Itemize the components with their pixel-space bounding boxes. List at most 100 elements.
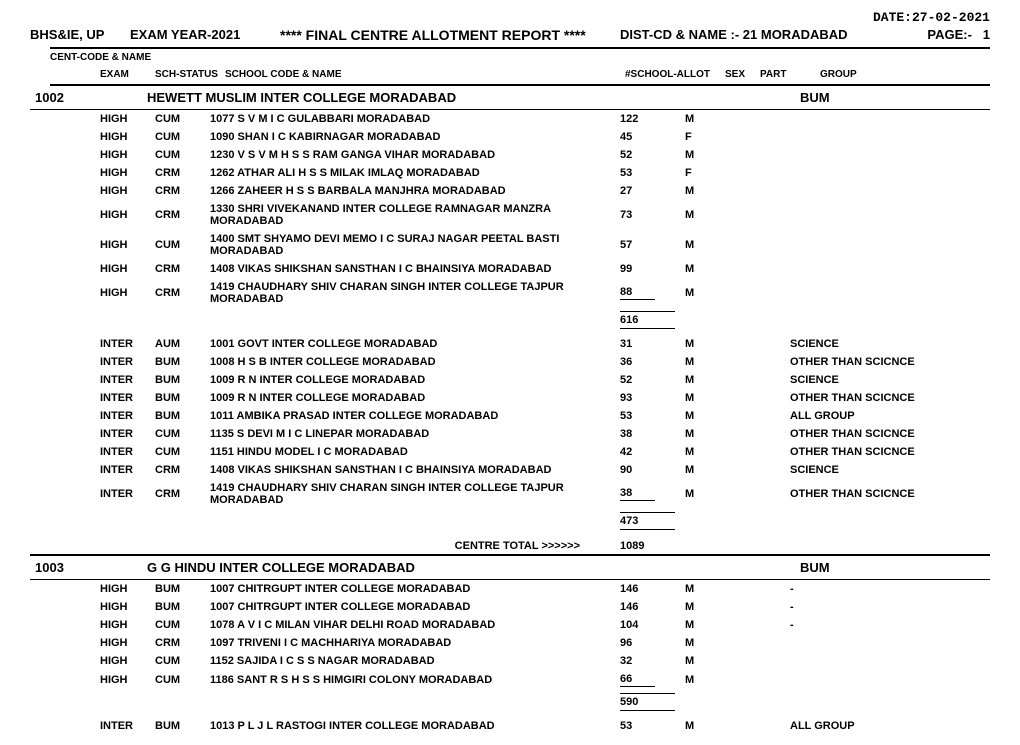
cell-school: 1007 CHITRGUPT INTER COLLEGE MORADABAD [210,583,620,595]
cell-sex: M [685,720,720,732]
cell-allot: 104 [620,619,675,631]
cell-sex: M [685,488,720,500]
cell-sex: M [685,113,720,125]
cell-exam: HIGH [100,263,155,275]
cell-status: BUM [155,410,210,422]
cell-sex: M [685,446,720,458]
cell-allot: 93 [620,392,675,404]
cell-status: BUM [155,720,210,732]
col-part: PART [760,69,800,80]
cell-exam: HIGH [100,287,155,299]
cell-allot: 31 [620,338,675,350]
cell-status: BUM [155,392,210,404]
table-row: INTERBUM1009 R N INTER COLLEGE MORADABAD… [30,371,990,389]
table-row: INTERAUM1001 GOVT INTER COLLEGE MORADABA… [30,335,990,353]
cell-exam: HIGH [100,131,155,143]
cell-group: - [790,601,970,613]
col-group: GROUP [820,69,990,80]
table-row: HIGHCUM1400 SMT SHYAMO DEVI MEMO I C SUR… [30,230,990,260]
cell-exam: HIGH [100,674,155,686]
cell-status: CRM [155,464,210,476]
cell-sex: F [685,167,720,179]
table-row: INTERBUM1011 AMBIKA PRASAD INTER COLLEGE… [30,407,990,425]
cell-school: 1078 A V I C MILAN VIHAR DELHI ROAD MORA… [210,619,620,631]
cell-sex: M [685,583,720,595]
report-date: DATE:27-02-2021 [30,10,990,25]
cell-status: CRM [155,167,210,179]
cell-group: OTHER THAN SCICNCE [790,446,970,458]
cell-status: CUM [155,446,210,458]
cell-school: 1186 SANT R S H S S HIMGIRI COLONY MORAD… [210,674,620,686]
cell-allot: 38 [620,487,675,501]
cell-status: CUM [155,655,210,667]
subtotal-value: 590 [620,693,675,711]
table-row: INTERCUM1135 S DEVI M I C LINEPAR MORADA… [30,425,990,443]
cell-group: - [790,619,970,631]
table-row: INTERCRM1408 VIKAS SHIKSHAN SANSTHAN I C… [30,461,990,479]
cell-allot: 27 [620,185,675,197]
cell-allot: 122 [620,113,675,125]
cell-status: CUM [155,674,210,686]
cell-exam: INTER [100,464,155,476]
centre-name: G G HINDU INTER COLLEGE MORADABAD [147,560,800,575]
table-row: INTERBUM1009 R N INTER COLLEGE MORADABAD… [30,389,990,407]
cell-sex: M [685,637,720,649]
cell-allot: 53 [620,410,675,422]
page-label: PAGE:- [927,27,972,42]
page-info: PAGE:- 1 [920,27,990,43]
cell-group: SCIENCE [790,464,970,476]
cell-allot: 45 [620,131,675,143]
col-status: SCH-STATUS [155,69,225,80]
cell-status: CRM [155,263,210,275]
cell-status: BUM [155,601,210,613]
cell-exam: HIGH [100,637,155,649]
table-row: HIGHBUM1007 CHITRGUPT INTER COLLEGE MORA… [30,598,990,616]
table-row: HIGHCUM1186 SANT R S H S S HIMGIRI COLON… [30,670,990,690]
centre-group: BUM [800,90,990,105]
cell-status: CUM [155,131,210,143]
table-row: HIGHBUM1007 CHITRGUPT INTER COLLEGE MORA… [30,580,990,598]
centre-total-label: CENTRE TOTAL >>>>>> [30,540,620,552]
cell-status: CUM [155,239,210,251]
cell-school: 1266 ZAHEER H S S BARBALA MANJHRA MORADA… [210,185,620,197]
cell-sex: M [685,392,720,404]
cell-exam: HIGH [100,209,155,221]
subtotal-value: 616 [620,311,675,329]
cell-exam: INTER [100,356,155,368]
centre-name: HEWETT MUSLIM INTER COLLEGE MORADABAD [147,90,800,105]
table-row: HIGHCUM1230 V S V M H S S RAM GANGA VIHA… [30,146,990,164]
cell-exam: INTER [100,446,155,458]
page-number: 1 [983,27,990,42]
centre-group: BUM [800,560,990,575]
cell-status: CRM [155,209,210,221]
cell-allot: 52 [620,149,675,161]
cell-sex: M [685,263,720,275]
cell-status: AUM [155,338,210,350]
table-row: HIGHCRM1408 VIKAS SHIKSHAN SANSTHAN I C … [30,260,990,278]
table-row: HIGHCRM1330 SHRI VIVEKANAND INTER COLLEG… [30,200,990,230]
cell-sex: F [685,131,720,143]
cell-school: 1408 VIKAS SHIKSHAN SANSTHAN I C BHAINSI… [210,263,620,275]
centre-header-row: 1003G G HINDU INTER COLLEGE MORADABADBUM [30,556,990,580]
table-row: HIGHCRM1419 CHAUDHARY SHIV CHARAN SINGH … [30,278,990,308]
cell-sex: M [685,410,720,422]
cell-group: OTHER THAN SCICNCE [790,428,970,440]
cell-allot: 73 [620,209,675,221]
cell-group: OTHER THAN SCICNCE [790,356,970,368]
cell-sex: M [685,209,720,221]
cell-status: BUM [155,583,210,595]
cell-status: CUM [155,149,210,161]
cell-allot: 57 [620,239,675,251]
cell-exam: INTER [100,338,155,350]
cell-allot: 146 [620,601,675,613]
centre-code: 1002 [35,90,95,105]
cell-group: OTHER THAN SCICNCE [790,392,970,404]
cell-school: 1419 CHAUDHARY SHIV CHARAN SINGH INTER C… [210,281,620,305]
table-row: HIGHCUM1152 SAJIDA I C S S NAGAR MORADAB… [30,652,990,670]
cell-school: 1419 CHAUDHARY SHIV CHARAN SINGH INTER C… [210,482,620,506]
col-allot: #SCHOOL-ALLOT [625,69,725,80]
cell-school: 1007 CHITRGUPT INTER COLLEGE MORADABAD [210,601,620,613]
cell-school: 1011 AMBIKA PRASAD INTER COLLEGE MORADAB… [210,410,620,422]
cell-group: ALL GROUP [790,720,970,732]
cell-exam: INTER [100,428,155,440]
